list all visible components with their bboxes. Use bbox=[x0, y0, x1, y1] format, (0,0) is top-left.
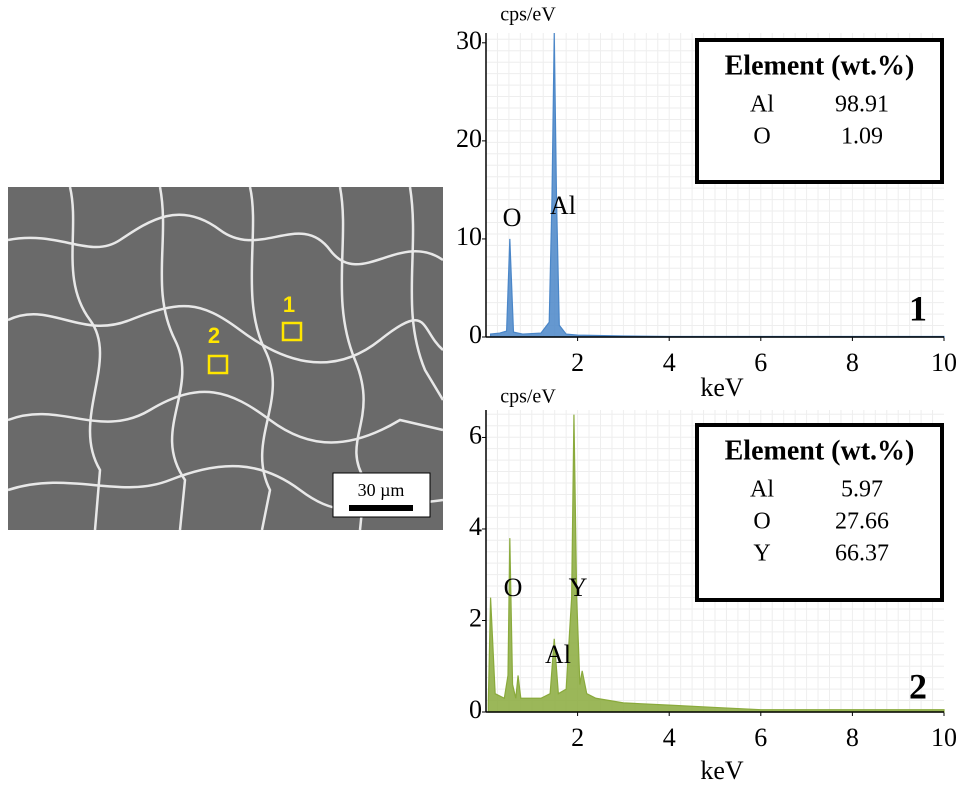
x-axis-label: keV bbox=[700, 756, 744, 785]
y-tick-label: 0 bbox=[469, 695, 482, 724]
x-tick-label: 8 bbox=[846, 723, 859, 752]
peak-label: O bbox=[504, 573, 523, 602]
panel-label: 1 bbox=[909, 288, 927, 328]
x-tick-label: 6 bbox=[754, 723, 767, 752]
x-tick-label: 10 bbox=[931, 723, 957, 752]
table-cell: 66.37 bbox=[835, 541, 889, 567]
x-tick-label: 8 bbox=[846, 348, 859, 377]
y-tick-label: 2 bbox=[469, 603, 482, 632]
table-cell: 1.09 bbox=[841, 124, 883, 150]
y-tick-label: 0 bbox=[469, 320, 482, 349]
y-tick-label: 4 bbox=[469, 512, 482, 541]
page: {"micrograph": {"markers": ["1", "2"], "… bbox=[0, 0, 957, 787]
x-tick-label: 2 bbox=[571, 348, 584, 377]
table-cell: 27.66 bbox=[835, 509, 889, 535]
y-tick-label: 20 bbox=[456, 124, 482, 153]
marker-label: 1 bbox=[283, 292, 295, 317]
marker-label: 2 bbox=[208, 323, 220, 348]
table-cell: Y bbox=[753, 541, 770, 567]
peak-label: Y bbox=[569, 573, 588, 602]
table-cell: O bbox=[753, 124, 770, 150]
y-tick-label: 30 bbox=[456, 26, 482, 55]
panel-label: 2 bbox=[909, 666, 927, 706]
y-tick-label: 6 bbox=[469, 420, 482, 449]
y-tick-label: 10 bbox=[456, 222, 482, 251]
x-tick-label: 4 bbox=[663, 348, 676, 377]
x-tick-label: 4 bbox=[663, 723, 676, 752]
x-axis-label: keV bbox=[700, 373, 744, 402]
figure: 1 2 30 µm 0102030246810cps/eVkeV1OAlElem… bbox=[0, 0, 957, 787]
table-cell: Al bbox=[750, 92, 774, 118]
table-cell: Al bbox=[750, 477, 774, 503]
table-cell: 98.91 bbox=[835, 92, 889, 118]
peak-label: O bbox=[503, 203, 522, 232]
peak-label: Al bbox=[550, 191, 576, 220]
peak-label: Al bbox=[545, 640, 571, 669]
y-axis-label: cps/eV bbox=[500, 4, 556, 26]
scale-bar-label: 30 µm bbox=[358, 480, 405, 500]
x-tick-label: 2 bbox=[571, 723, 584, 752]
table-header: Element (wt.%) bbox=[725, 435, 915, 466]
y-axis-label: cps/eV bbox=[500, 386, 556, 408]
table-cell: 5.97 bbox=[841, 477, 883, 503]
table-cell: O bbox=[753, 509, 770, 535]
x-tick-label: 10 bbox=[931, 348, 957, 377]
scale-bar bbox=[349, 505, 413, 511]
x-tick-label: 6 bbox=[754, 348, 767, 377]
table-header: Element (wt.%) bbox=[725, 50, 915, 81]
micrograph: 1 2 30 µm bbox=[8, 187, 443, 530]
